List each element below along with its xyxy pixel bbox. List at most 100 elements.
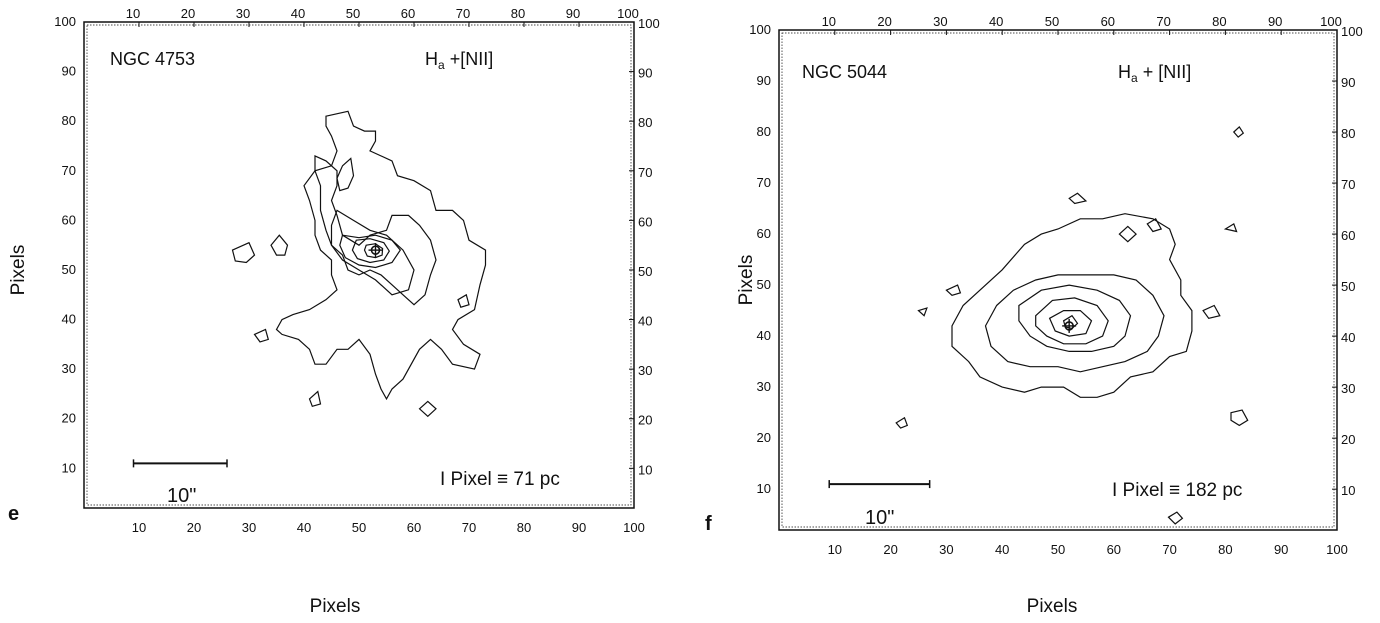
x-tick-label-bottom: 80 (1218, 542, 1232, 557)
y-tick-label-left: 80 (757, 124, 771, 139)
contour-level-6 (363, 243, 384, 259)
x-tick-label-top: 30 (236, 6, 250, 21)
y-tick-label-right: 60 (1341, 228, 1355, 243)
x-tick-label-bottom: 10 (132, 520, 146, 535)
x-tick-label-bottom: 20 (187, 520, 201, 535)
x-tick-label-bottom: 10 (828, 542, 842, 557)
y-tick-label-right: 80 (1341, 126, 1355, 141)
contour-level-3 (330, 209, 415, 296)
nucleus-marker (368, 243, 383, 258)
x-tick-label-top: 40 (291, 6, 305, 21)
y-tick-label-left: 60 (757, 226, 771, 241)
panel-letter: f (705, 513, 712, 535)
scale-bar (828, 480, 931, 489)
contour-level-15 (917, 307, 928, 317)
y-tick-label-left: 30 (62, 361, 76, 376)
y-tick-label-right: 10 (1341, 483, 1355, 498)
x-tick-label-top: 40 (989, 14, 1003, 29)
contour-panel-ngc5044: 1010202030304040505060607070808090901001… (705, 14, 1363, 617)
x-tick-label-bottom: 50 (352, 520, 366, 535)
x-tick-label-top: 90 (566, 6, 580, 21)
x-tick-label-bottom: 60 (407, 520, 421, 535)
y-tick-label-right: 70 (638, 165, 652, 180)
contour-level-12 (1167, 511, 1184, 525)
contour-level-13 (253, 328, 270, 343)
scale-bar (132, 459, 228, 468)
contour-level-7 (336, 157, 355, 192)
y-tick-label-left: 50 (62, 262, 76, 277)
x-tick-label-top: 20 (181, 6, 195, 21)
plot-frame (778, 29, 1338, 531)
object-name: NGC 4753 (110, 49, 195, 69)
contour-level-12 (457, 293, 470, 308)
x-tick-label-top: 50 (1045, 14, 1059, 29)
contour-level-17 (945, 284, 962, 296)
x-tick-label-bottom: 80 (517, 520, 531, 535)
contour-level-3 (1018, 284, 1132, 352)
y-tick-label-left: 20 (62, 411, 76, 426)
x-tick-label-top: 70 (456, 6, 470, 21)
contour-level-11 (1230, 409, 1249, 427)
y-tick-label-right: 20 (1341, 432, 1355, 447)
contour-level-14 (1232, 125, 1245, 138)
y-tick-label-right: 90 (1341, 75, 1355, 90)
contour-level-8 (1068, 192, 1088, 205)
y-tick-label-left: 60 (62, 212, 76, 227)
y-tick-label-left: 10 (757, 481, 771, 496)
contour-level-4 (1035, 297, 1109, 345)
y-tick-label-left: 100 (54, 14, 76, 29)
contour-level-5 (351, 238, 391, 264)
emission-line-label: Ha + [NII] (1118, 62, 1191, 85)
y-axis-label: Pixels (8, 245, 29, 296)
x-axis-label: Pixels (310, 596, 361, 617)
contour-level-5 (1048, 310, 1093, 337)
y-tick-label-right: 100 (1341, 24, 1363, 39)
y-tick-label-left: 90 (757, 73, 771, 88)
x-tick-label-top: 80 (511, 6, 525, 21)
y-tick-label-right: 30 (638, 363, 652, 378)
y-tick-label-right: 90 (638, 66, 652, 81)
y-tick-label-right: 20 (638, 413, 652, 428)
panel-letter: e (8, 503, 19, 525)
pixel-scale-note: I Pixel ≡ 182 pc (1112, 480, 1242, 501)
y-tick-label-right: 60 (638, 214, 652, 229)
x-tick-label-bottom: 20 (883, 542, 897, 557)
y-tick-label-right: 30 (1341, 381, 1355, 396)
y-tick-label-left: 40 (62, 312, 76, 327)
y-tick-label-right: 50 (638, 264, 652, 279)
y-tick-label-right: 40 (1341, 330, 1355, 345)
object-name: NGC 5044 (802, 62, 887, 82)
contour-level-13 (1223, 223, 1238, 233)
contour-level-1 (951, 213, 1193, 398)
contour-level-9 (231, 241, 256, 264)
scale-bar-label: 10" (167, 485, 196, 507)
y-tick-label-left: 70 (62, 163, 76, 178)
x-tick-label-top: 10 (822, 14, 836, 29)
y-tick-label-left: 20 (757, 430, 771, 445)
y-tick-label-right: 10 (638, 462, 652, 477)
y-tick-label-left: 90 (62, 64, 76, 79)
x-tick-label-top: 10 (126, 6, 140, 21)
x-tick-label-top: 60 (1101, 14, 1115, 29)
x-tick-label-bottom: 40 (297, 520, 311, 535)
x-tick-label-bottom: 100 (1326, 542, 1348, 557)
plot-frame-inner (86, 24, 632, 506)
x-tick-label-bottom: 30 (242, 520, 256, 535)
contour-panel-ngc4753: 10 10 20 20 30 30 40 40 50 50 60 60 70 70 80 80 90 90 100 1… (8, 6, 660, 617)
nucleus-marker (1062, 318, 1077, 333)
y-tick-label-left: 10 (62, 460, 76, 475)
scale-bar-label: 10" (865, 507, 894, 529)
contour-level-2 (314, 154, 437, 306)
x-tick-label-bottom: 40 (995, 542, 1009, 557)
x-tick-label-top: 80 (1212, 14, 1226, 29)
y-tick-label-right: 80 (638, 115, 652, 130)
y-tick-label-left: 40 (757, 328, 771, 343)
contour-level-10 (308, 390, 322, 408)
x-tick-label-bottom: 70 (1162, 542, 1176, 557)
x-tick-label-top: 100 (617, 6, 639, 21)
contour-level-11 (418, 400, 437, 418)
contour-lines (231, 110, 487, 418)
x-tick-label-top: 90 (1268, 14, 1282, 29)
x-tick-label-top: 20 (877, 14, 891, 29)
x-tick-label-top: 70 (1156, 14, 1170, 29)
